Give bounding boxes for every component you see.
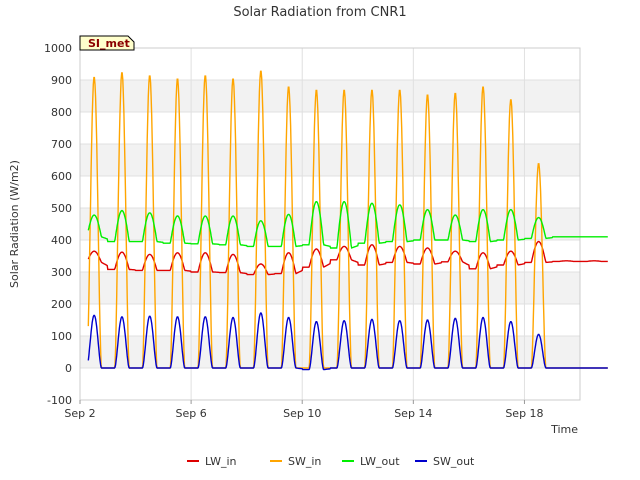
background-band [80,368,580,400]
y-tick-label: 400 [51,234,72,247]
x-tick-label: Sep 2 [64,407,95,420]
series-lines [87,70,608,371]
background-band [80,336,580,368]
y-tick-label: 600 [51,170,72,183]
plot-background-bands [80,48,580,400]
x-tick-label: Sep 6 [175,407,206,420]
station-badge-label: SI_met [88,37,130,50]
background-band [80,144,580,176]
y-tick-label: -100 [47,394,72,407]
background-band [80,80,580,112]
background-band [80,272,580,304]
series-line-sw-out [87,312,608,371]
legend-label-lw-in: LW_in [205,455,237,468]
y-axis-ticks: -100 0 100 200 300 400 500 600 700 800 900 1000 [44,42,72,407]
background-band [80,304,580,336]
x-tick-label: Sep 10 [283,407,321,420]
x-axis-ticks: Sep 2 Sep 6 Sep 10 Sep 14 Sep 18 [64,400,544,420]
y-tick-label: 900 [51,74,72,87]
x-axis-label: Time [550,423,578,436]
x-tick-label: Sep 14 [394,407,432,420]
legend-label-sw-in: SW_in [288,455,321,468]
y-tick-label: 700 [51,138,72,151]
y-tick-label: 800 [51,106,72,119]
series-line-lw-out [87,201,608,249]
legend-label-sw-out: SW_out [433,455,475,468]
y-tick-label: 200 [51,298,72,311]
background-band [80,176,580,208]
station-badge-shape [79,35,135,51]
y-tick-label: 1000 [44,42,72,55]
legend-label-lw-out: LW_out [360,455,400,468]
x-tick-label: Sep 18 [505,407,543,420]
y-tick-label: 300 [51,266,72,279]
station-badge: SI_met [79,35,135,51]
plot-frame [79,47,581,401]
chart-title: Solar Radiation from CNR1 [233,5,406,20]
y-axis-label: Solar Radiation (W/m2) [8,160,21,288]
background-band [80,48,580,80]
y-tick-label: 0 [65,362,72,375]
background-band [80,208,580,240]
y-tick-label: 500 [51,202,72,215]
legend: LW_in SW_in LW_out SW_out [187,455,475,468]
background-band [80,112,580,144]
y-tick-label: 100 [51,330,72,343]
